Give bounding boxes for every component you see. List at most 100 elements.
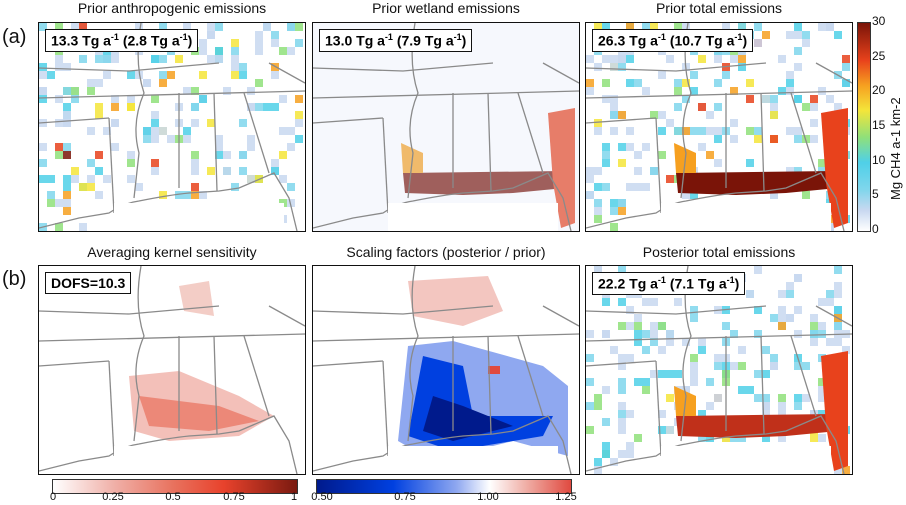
background-shade	[313, 23, 579, 231]
emission-cell	[794, 402, 802, 410]
emission-cell	[143, 127, 151, 135]
emissions-colorbar	[857, 22, 871, 232]
emission-cell	[746, 79, 754, 87]
emission-cell	[618, 143, 626, 151]
emission-cell	[698, 338, 706, 346]
emission-cell	[674, 23, 682, 31]
emission-cell	[215, 23, 223, 31]
emission-cell	[802, 191, 810, 199]
emission-cell	[634, 151, 642, 159]
emission-cell	[730, 119, 738, 127]
emission-cell	[762, 370, 770, 378]
emission-cell	[191, 167, 199, 175]
state-border	[213, 92, 218, 192]
emission-cell	[746, 127, 754, 135]
emission-cell	[794, 95, 802, 103]
emission-cell	[610, 346, 618, 354]
emission-cell	[714, 354, 722, 362]
state-border	[790, 335, 817, 417]
scaling-area	[408, 276, 503, 326]
sensitivity-area	[139, 396, 259, 431]
emission-cell	[650, 298, 658, 306]
emission-cell	[135, 23, 143, 31]
emission-cell	[658, 322, 666, 330]
emission-cell	[287, 23, 295, 31]
emission-cell	[247, 175, 255, 183]
emission-cell	[650, 23, 658, 31]
state-border	[586, 333, 852, 342]
emission-cell	[594, 207, 602, 215]
emission-cell	[666, 330, 674, 338]
wetland-band	[676, 414, 838, 438]
emission-cell	[754, 23, 762, 31]
emission-cell	[610, 223, 618, 231]
emission-cell	[55, 119, 63, 127]
emission-cell	[602, 298, 610, 306]
emission-cell	[738, 55, 746, 63]
state-border	[487, 92, 492, 192]
emission-cell	[71, 95, 79, 103]
emission-cell	[754, 39, 762, 47]
emission-cell	[618, 199, 626, 207]
emission-cell	[802, 394, 810, 402]
emission-cell	[63, 87, 71, 95]
emission-cell	[682, 23, 690, 31]
emission-cell	[618, 55, 626, 63]
colorbar-tick: 0	[49, 491, 57, 503]
emission-cell	[199, 95, 207, 103]
emission-cell	[642, 298, 650, 306]
emission-cell	[834, 282, 842, 290]
emission-cell	[231, 55, 239, 63]
emission-cell	[754, 127, 762, 135]
emission-cell	[594, 119, 602, 127]
emission-cell	[762, 31, 770, 39]
emission-cell	[295, 135, 303, 143]
emission-cell	[634, 434, 642, 442]
emission-cell	[215, 135, 223, 143]
emission-cell	[103, 175, 111, 183]
state-border	[542, 305, 579, 327]
emission-cell	[810, 410, 818, 418]
emission-cell	[263, 23, 271, 31]
map-scaling-factors	[312, 265, 580, 475]
emission-cell	[63, 151, 71, 159]
emission-cell	[810, 338, 818, 346]
emission-cell	[714, 394, 722, 402]
emission-cell	[255, 79, 263, 87]
emission-cell	[127, 95, 135, 103]
emission-cell	[191, 159, 199, 167]
colorbar-tick: 30	[872, 14, 886, 28]
emission-cell	[79, 23, 87, 31]
state-border	[313, 117, 384, 124]
emission-cell	[682, 79, 690, 87]
emission-cell	[666, 119, 674, 127]
emission-cell	[746, 290, 754, 298]
emission-cell	[642, 386, 650, 394]
emission-cell	[618, 410, 626, 418]
emission-cell	[95, 191, 103, 199]
emission-cell	[642, 346, 650, 354]
emission-cell	[730, 330, 738, 338]
emission-cell	[682, 127, 690, 135]
sensitivity-area	[179, 281, 214, 316]
emission-cell	[127, 71, 135, 79]
emission-cell	[191, 151, 199, 159]
emission-cell	[271, 103, 279, 111]
gulf-of-mexico	[114, 203, 284, 231]
emission-cell	[231, 63, 239, 71]
emission-cell	[738, 23, 746, 31]
emission-cell	[63, 143, 71, 151]
emission-cell	[682, 95, 690, 103]
emission-cell	[794, 63, 802, 71]
emission-cell	[698, 346, 706, 354]
emission-cell	[47, 175, 55, 183]
emission-cell	[55, 55, 63, 63]
gulf-of-mexico	[661, 446, 831, 474]
emission-cell	[810, 135, 818, 143]
emission-cell	[650, 111, 658, 119]
state-border	[655, 360, 662, 457]
emission-cell	[714, 127, 722, 135]
state-border	[790, 92, 817, 174]
emission-cell	[674, 103, 682, 111]
emission-cell	[754, 135, 762, 143]
